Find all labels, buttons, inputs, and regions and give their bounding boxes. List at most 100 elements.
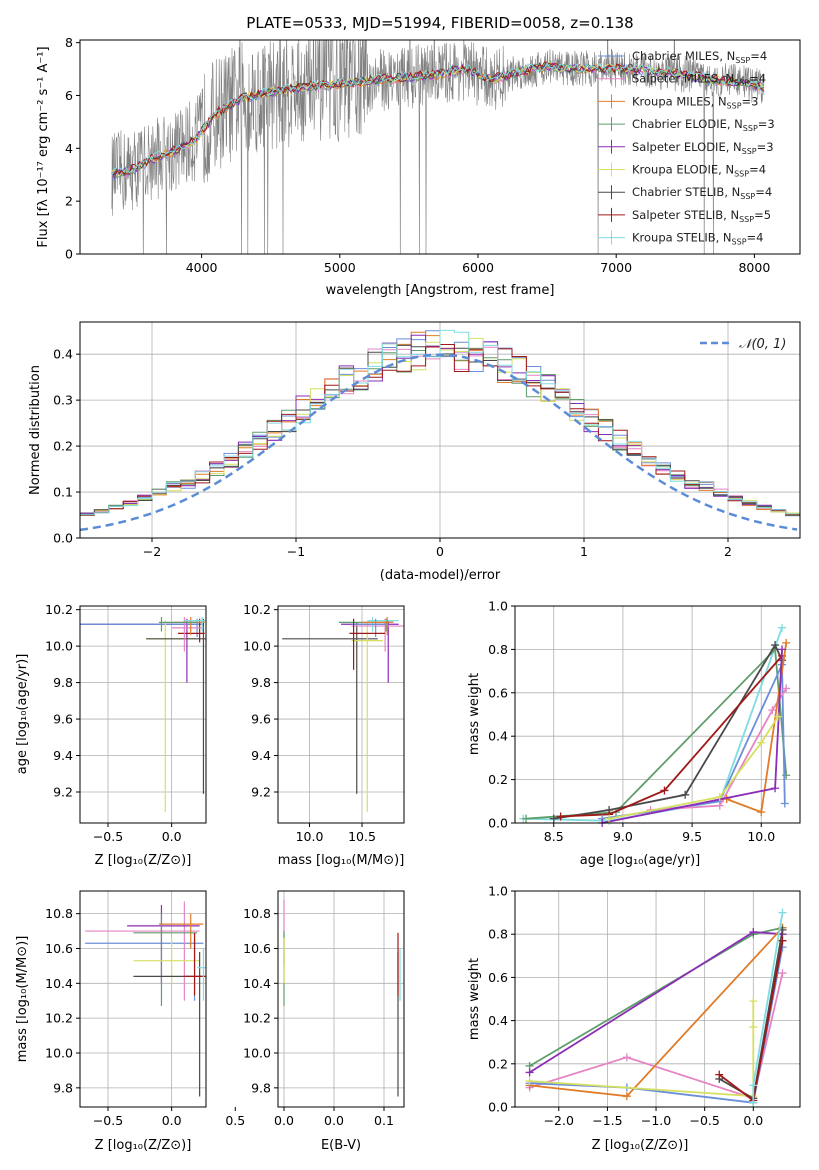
residual-xtick-label: 1 <box>580 544 588 559</box>
legend-subscript: SSP <box>734 79 749 88</box>
spectrum-ticks: 4000 5000 6000 7000 8000 0 2 4 6 8 <box>65 35 770 275</box>
age-weight-ytick-label: 0.8 <box>488 642 508 657</box>
legend-subscript: SSP <box>727 101 742 110</box>
z-weight-marker-kroupa_elodie <box>749 1023 758 1032</box>
age-weight-marker-chabrier_miles <box>780 799 789 808</box>
spectrum-title: PLATE=0533, MJD=51994, FIBERID=0058, z=0… <box>246 14 633 32</box>
z-mass-frame <box>79 890 207 1108</box>
age-weight-marker-kroupa_miles <box>782 638 791 647</box>
residual-xlabel: (data-model)/error <box>380 568 501 583</box>
age-weight-marker-chabrier_elodie <box>522 814 531 823</box>
z-age-xtick-label: 0.0 <box>162 829 182 844</box>
mass-age-xtick-label: 10.5 <box>348 829 376 844</box>
z-weight-xtick-label: −2.0 <box>544 1113 574 1128</box>
age-weight-ytick-label: 0.0 <box>488 816 508 831</box>
age-weight-ylabel: mass weight <box>467 673 482 755</box>
ebv-mass-ytick-label: 10.6 <box>243 941 271 956</box>
histogram-kroupa_stelib <box>80 329 800 516</box>
residual-ytick-label: 0.1 <box>53 485 73 500</box>
model-spectrum-salpeter_stelib <box>111 61 764 175</box>
age-weight-marker-salpeter_miles <box>782 684 791 693</box>
age-weight-marker-kroupa_elodie <box>605 814 614 823</box>
mass-age-ytick-label: 10.2 <box>243 602 271 617</box>
legend-label-salpeter_elodie: Salpeter ELODIE, NSSP=3 <box>632 140 774 156</box>
ebv-mass-ytick-label: 9.8 <box>251 1080 271 1095</box>
z-mass-ytick-label: 9.8 <box>53 1080 73 1095</box>
legend-text: =4 <box>750 49 767 63</box>
z-weight-xtick-label: 0.0 <box>743 1113 763 1128</box>
z-weight-marker-salpeter_elodie <box>749 928 758 937</box>
ebv-mass-frame <box>277 890 405 1108</box>
legend-label-chabrier_miles: Chabrier MILES, NSSP=4 <box>632 49 767 65</box>
age-weight-frame <box>514 605 801 824</box>
z-mass-ytick-label: 10.2 <box>45 1011 73 1026</box>
ebv-mass-xtick-label: 0.0 <box>274 1113 294 1128</box>
z-mass-xlabel: Z [log₁₀(Z/Z⊙)] <box>95 1138 192 1153</box>
age-weight-marker-kroupa_elodie <box>757 738 766 747</box>
z-mass-ytick-label: 10.4 <box>45 976 73 991</box>
z-weight-ytick-label: 0.0 <box>488 1100 508 1115</box>
z-age-ytick-label: 10.0 <box>45 639 73 654</box>
z-weight-panel: −2.0 −1.5 −1.0 −0.5 0.0 0.0 0.2 0.4 0.6 0.8 1.0 <box>488 884 801 1128</box>
z-mass-panel: −0.5 0.0 0.5 9.8 10.0 10.2 10.4 10.6 10.8 <box>45 890 245 1128</box>
legend-text: Chabrier MILES, N <box>632 49 735 63</box>
age-weight-marker-salpeter_miles <box>768 706 777 715</box>
legend-label-chabrier_elodie: Chabrier ELODIE, NSSP=3 <box>632 117 775 133</box>
age-weight-line-chabrier_miles <box>602 664 786 820</box>
residual-ytick-label: 0.4 <box>53 347 73 362</box>
z-age-xtick-label: −0.5 <box>93 829 123 844</box>
mass-age-ytick-label: 9.2 <box>251 785 271 800</box>
legend-label-kroupa_elodie: Kroupa ELODIE, NSSP=4 <box>632 163 766 179</box>
spectrum-ylabel: Flux [fλ 10⁻¹⁷ erg cm⁻² s⁻¹ A⁻¹] <box>36 46 51 247</box>
z-age-frame <box>79 605 207 824</box>
ebv-mass-ytick-label: 10.8 <box>243 906 271 921</box>
age-weight-line-chabrier_stelib <box>553 643 783 820</box>
age-weight-line-kroupa_elodie <box>608 716 779 820</box>
residual-ticks: −2 −1 0 1 2 0.0 0.1 0.2 0.3 0.4 <box>53 347 732 559</box>
ebv-mass-ytick-label: 10.2 <box>243 1011 271 1026</box>
mass-age-ytick-label: 9.6 <box>251 712 271 727</box>
mass-age-frame <box>277 605 405 824</box>
legend-text: Chabrier STELIB, N <box>632 185 740 199</box>
legend-text: Salpeter ELODIE, N <box>632 140 742 154</box>
mass-age-ytick-label: 10.0 <box>243 639 271 654</box>
spectrum-xtick-label: 4000 <box>186 260 218 275</box>
age-weight-ytick-label: 0.2 <box>488 772 508 787</box>
spectrum-xtick-label: 8000 <box>738 260 770 275</box>
spectrum-xtick-label: 6000 <box>462 260 494 275</box>
z-weight-ytick-label: 0.2 <box>488 1056 508 1071</box>
normal-legend-label: 𝒩(0, 1) <box>739 337 786 352</box>
z-weight-marker-kroupa_elodie <box>525 1077 534 1086</box>
legend-text: Kroupa ELODIE, N <box>632 163 734 177</box>
age-weight-marker-kroupa_miles <box>757 808 766 817</box>
residual-panel: −2 −1 0 1 2 0.0 0.1 0.2 0.3 0.4 (data-model)/erro… <box>28 321 801 583</box>
z-weight-xtick-label: −1.0 <box>641 1113 671 1128</box>
legend-text: =5 <box>754 208 771 222</box>
z-weight-xlabel: Z [log₁₀(Z/Z⊙)] <box>592 1138 689 1153</box>
z-weight-xtick-label: −1.5 <box>592 1113 622 1128</box>
z-weight-ytick-label: 0.6 <box>488 970 508 985</box>
legend-text: =3 <box>742 94 759 108</box>
z-mass-xtick-label: −0.5 <box>93 1113 123 1128</box>
model-spectrum-kroupa_stelib <box>111 61 764 176</box>
legend-text: Kroupa MILES, N <box>632 94 727 108</box>
legend-label-salpeter_miles: Salpeter MILES, NSSP=4 <box>632 72 766 88</box>
z-mass-ytick-label: 10.6 <box>45 941 73 956</box>
z-weight-line-kroupa_elodie <box>529 1001 755 1098</box>
spectrum-frame <box>79 39 801 255</box>
z-age-ytick-label: 10.2 <box>45 602 73 617</box>
spectrum-xtick-label: 7000 <box>600 260 632 275</box>
z-weight-ytick-label: 0.8 <box>488 927 508 942</box>
age-weight-ytick-label: 1.0 <box>488 599 508 614</box>
spectrum-ytick-label: 2 <box>65 194 73 209</box>
z-weight-marker-salpeter_miles <box>778 969 787 978</box>
spectrum-xlabel: wavelength [Angstrom, rest frame] <box>326 283 555 298</box>
z-weight-marker-kroupa_stelib <box>778 908 787 917</box>
residual-ylabel: Normed distribution <box>28 365 43 495</box>
residual-ytick-label: 0.3 <box>53 393 73 408</box>
z-mass-xtick-label: 0.0 <box>162 1113 182 1128</box>
ebv-mass-panel: 0.0 0.0 0.1 9.8 10.0 10.2 10.4 10.6 10.8 <box>243 890 405 1128</box>
z-weight-marker-salpeter_elodie <box>525 1068 534 1077</box>
z-mass-xtick-label: 0.5 <box>225 1113 245 1128</box>
